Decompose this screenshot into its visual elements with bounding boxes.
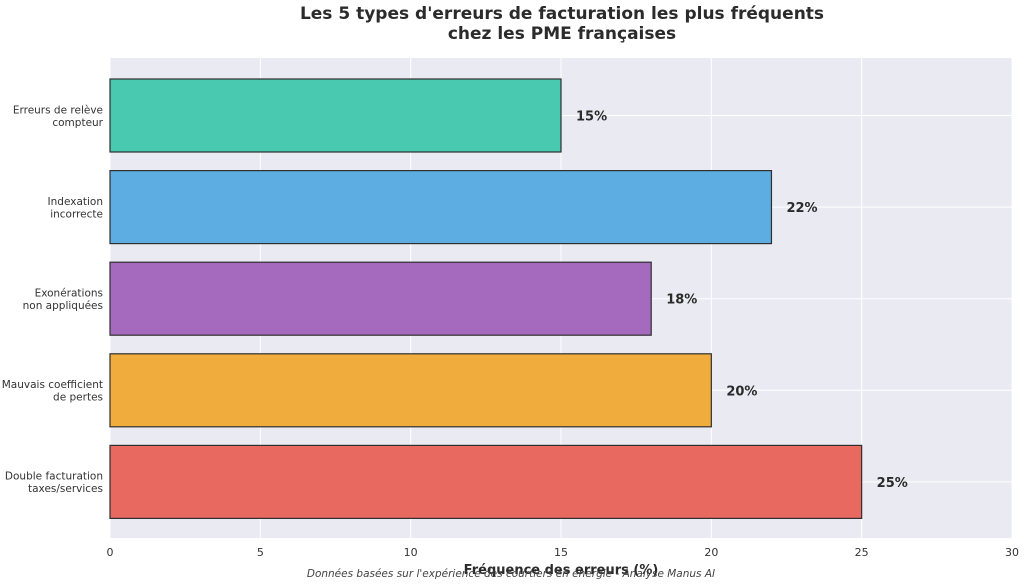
chart-title-line-1: Les 5 types d'erreurs de facturation les… (300, 4, 824, 24)
category-label-2-line-1: non appliquées (23, 300, 103, 312)
bar-1 (109, 170, 773, 245)
value-label-2: 18% (666, 293, 697, 308)
source-note: Données basées sur l'expérience des cour… (307, 568, 715, 580)
bar-4 (109, 444, 863, 519)
category-label-4-line-0: Double facturation (5, 471, 103, 483)
x-tick-label-15: 15 (554, 546, 568, 559)
bars: 15% 22% 18% 20% 25% (109, 78, 908, 519)
x-tick-label-10: 10 (404, 546, 418, 559)
x-tick-label-25: 25 (855, 546, 869, 559)
bar-2 (109, 261, 652, 336)
x-tick-label-20: 20 (704, 546, 718, 559)
value-label-3: 20% (726, 384, 757, 399)
x-axis-ticks: 0 5 10 15 20 25 30 (107, 546, 1020, 559)
x-tick-label-30: 30 (1005, 546, 1019, 559)
value-label-0: 15% (576, 110, 607, 125)
bar-0 (109, 78, 562, 153)
category-label-0-line-1: compteur (52, 117, 103, 129)
value-label-1: 22% (786, 201, 817, 216)
category-label-1-line-1: incorrecte (50, 208, 103, 220)
chart-title-line-2: chez les PME françaises (448, 24, 676, 44)
category-label-4-line-1: taxes/services (28, 483, 103, 495)
category-label-0-line-0: Erreurs de relève (13, 104, 103, 116)
category-label-2-line-0: Exonérations (35, 287, 103, 299)
category-label-1-line-0: Indexation (48, 196, 103, 208)
category-label-3-line-0: Mauvais coefficient (2, 379, 103, 391)
x-tick-label-5: 5 (257, 546, 264, 559)
x-tick-label-0: 0 (107, 546, 114, 559)
x-axis-title: Fréquence des erreurs (%) (464, 563, 659, 578)
bar-3 (109, 353, 712, 428)
category-label-3-line-1: de pertes (53, 392, 103, 404)
value-label-4: 25% (877, 476, 908, 491)
